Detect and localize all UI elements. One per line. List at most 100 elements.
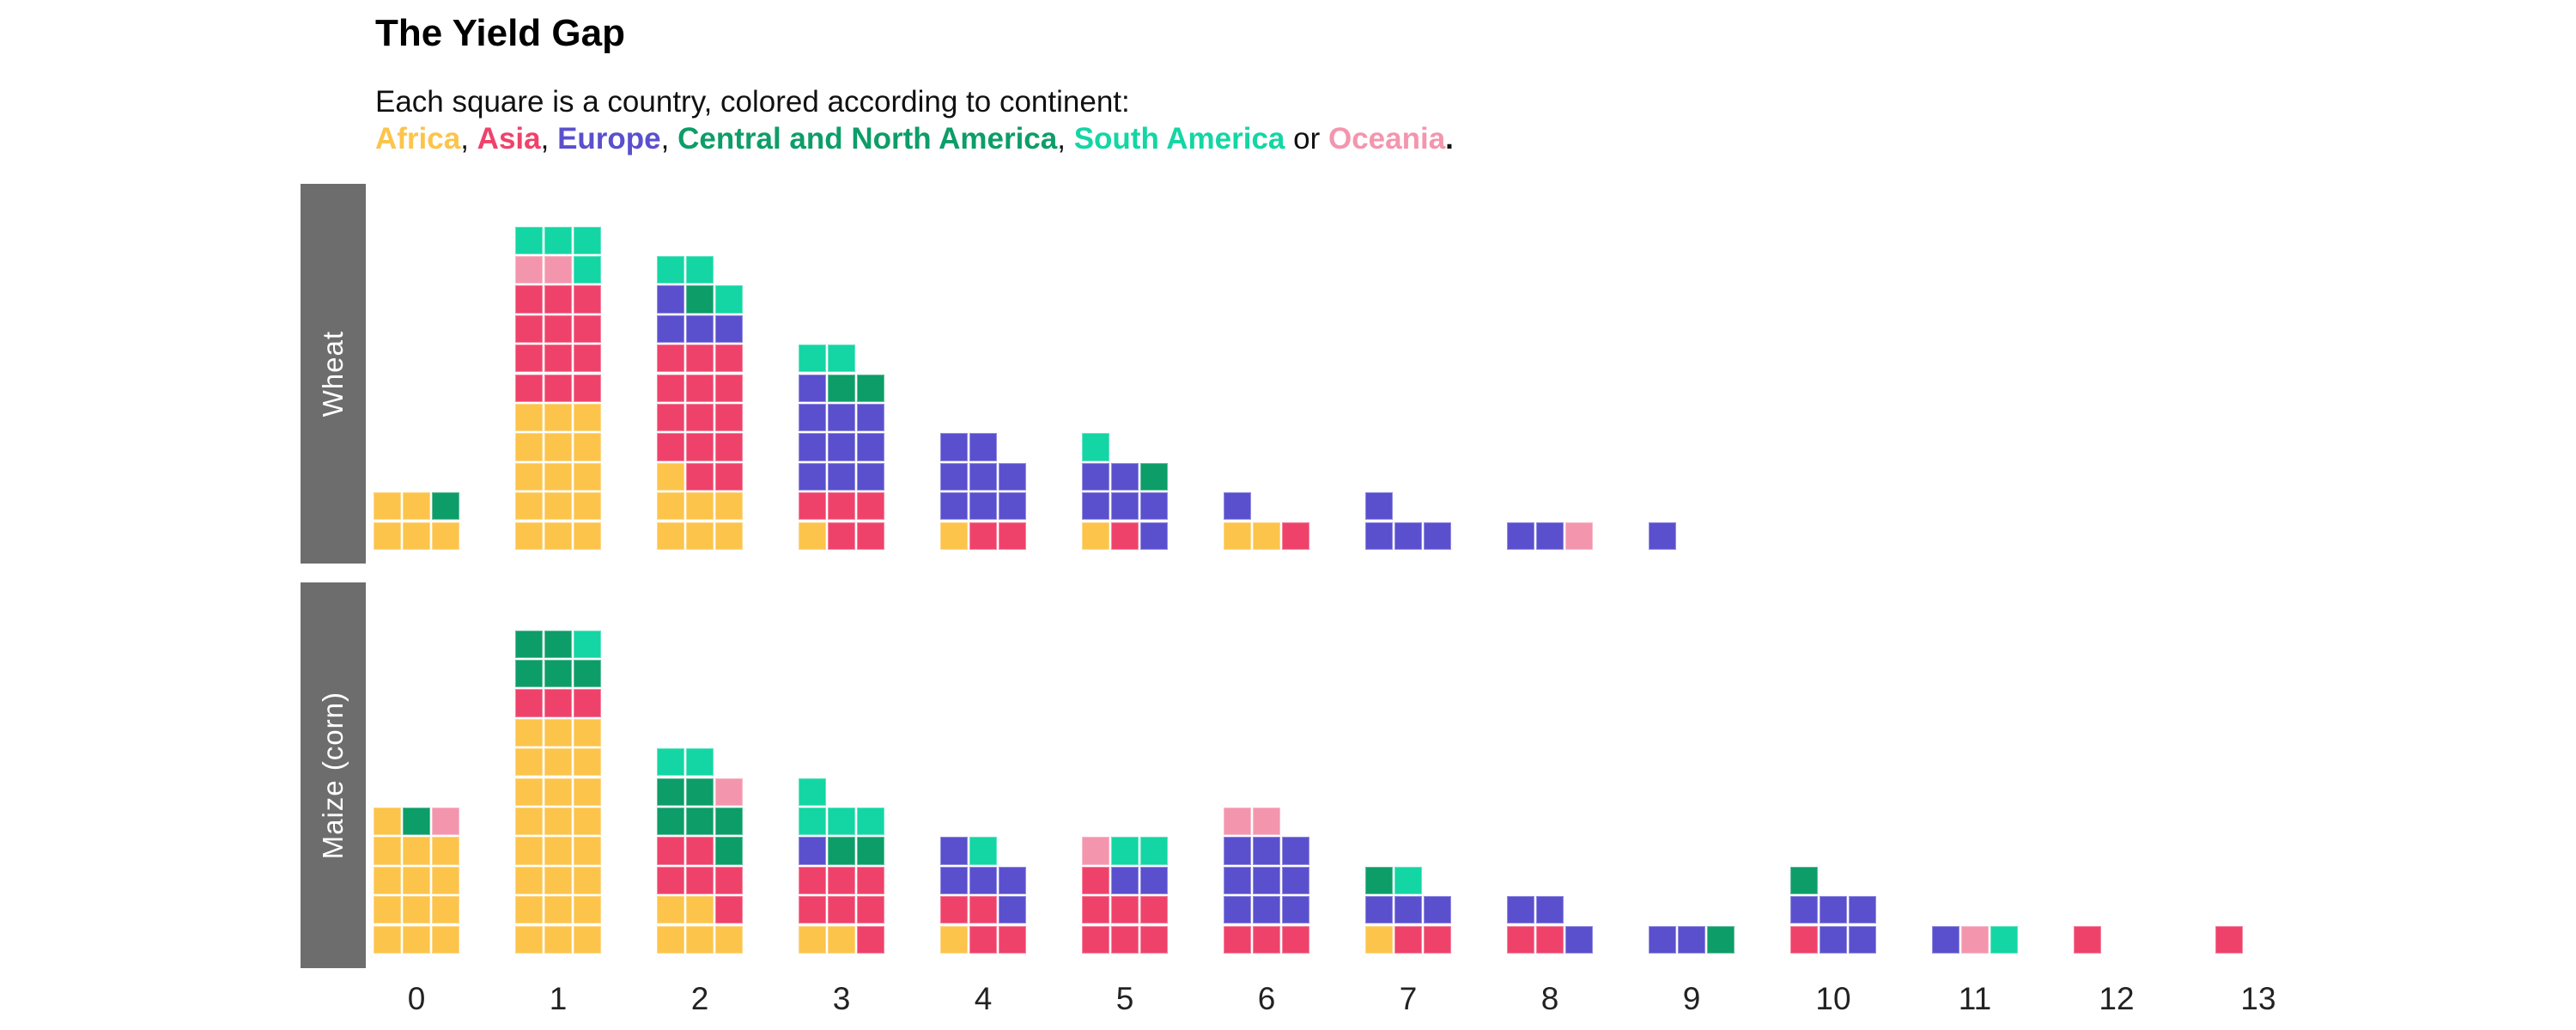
- country-square-maize-corn--x0: [402, 925, 431, 954]
- country-square-wheat-x2: [685, 285, 714, 314]
- country-square-wheat-x2: [656, 256, 684, 284]
- country-square-wheat-x2: [715, 433, 744, 461]
- country-square-maize-corn--x9: [1707, 925, 1735, 954]
- country-square-maize-corn--x2: [685, 925, 714, 954]
- country-square-maize-corn--x3: [798, 896, 826, 924]
- country-square-wheat-x2: [656, 285, 684, 314]
- country-square-maize-corn--x1: [544, 718, 573, 747]
- legend-separator: ,: [1057, 122, 1074, 155]
- country-square-maize-corn--x6: [1282, 837, 1310, 865]
- country-square-wheat-x5: [1081, 492, 1109, 521]
- country-square-maize-corn--x5: [1081, 896, 1109, 924]
- country-square-maize-corn--x10: [1789, 896, 1818, 924]
- country-square-maize-corn--x2: [715, 866, 744, 894]
- country-square-wheat-x5: [1081, 433, 1109, 461]
- legend-item-europe: Europe: [557, 122, 661, 155]
- country-square-maize-corn--x4: [969, 837, 998, 865]
- country-square-maize-corn--x6: [1282, 896, 1310, 924]
- country-square-maize-corn--x1: [574, 748, 602, 777]
- x-axis-tick-6: 6: [1257, 981, 1276, 1016]
- panel-label-wheat: Wheat: [317, 330, 349, 417]
- x-axis-tick-11: 11: [1958, 981, 1992, 1016]
- country-square-maize-corn--x6: [1252, 837, 1281, 865]
- country-square-wheat-x1: [514, 256, 543, 284]
- country-square-wheat-x3: [798, 433, 826, 461]
- country-square-wheat-x8: [1535, 521, 1564, 550]
- country-square-maize-corn--x6: [1223, 896, 1251, 924]
- country-square-maize-corn--x9: [1648, 925, 1676, 954]
- country-square-wheat-x4: [969, 433, 998, 461]
- country-square-wheat-x3: [827, 374, 856, 402]
- country-square-wheat-x0: [373, 521, 401, 550]
- country-square-maize-corn--x1: [544, 777, 573, 806]
- country-square-wheat-x3: [827, 492, 856, 521]
- country-square-maize-corn--x13: [2215, 925, 2243, 954]
- country-square-maize-corn--x1: [544, 808, 573, 836]
- country-square-maize-corn--x0: [432, 866, 460, 894]
- country-square-wheat-x5: [1140, 462, 1169, 491]
- country-square-wheat-x4: [969, 521, 998, 550]
- country-square-maize-corn--x1: [544, 837, 573, 865]
- country-square-maize-corn--x6: [1282, 866, 1310, 894]
- country-square-wheat-x2: [685, 374, 714, 402]
- country-square-wheat-x7: [1364, 521, 1393, 550]
- country-square-wheat-x1: [574, 374, 602, 402]
- country-square-maize-corn--x1: [514, 630, 543, 658]
- country-square-maize-corn--x0: [373, 925, 401, 954]
- country-square-wheat-x2: [715, 285, 744, 314]
- country-square-maize-corn--x1: [514, 660, 543, 688]
- country-square-wheat-x2: [715, 314, 744, 343]
- country-square-maize-corn--x7: [1424, 896, 1452, 924]
- country-square-maize-corn--x7: [1364, 925, 1393, 954]
- country-square-maize-corn--x2: [656, 925, 684, 954]
- country-square-maize-corn--x6: [1223, 925, 1251, 954]
- country-square-wheat-x1: [514, 285, 543, 314]
- x-axis-tick-9: 9: [1682, 981, 1701, 1016]
- country-square-maize-corn--x7: [1394, 866, 1423, 894]
- country-square-maize-corn--x5: [1140, 925, 1169, 954]
- country-square-maize-corn--x3: [798, 866, 826, 894]
- country-square-maize-corn--x6: [1223, 866, 1251, 894]
- country-square-maize-corn--x10: [1849, 925, 1877, 954]
- country-square-maize-corn--x3: [798, 777, 826, 806]
- country-square-maize-corn--x4: [939, 866, 968, 894]
- x-axis-tick-2: 2: [690, 981, 709, 1016]
- x-axis-tick-12: 12: [2099, 981, 2135, 1016]
- country-square-wheat-x2: [685, 462, 714, 491]
- country-square-maize-corn--x6: [1223, 837, 1251, 865]
- country-square-maize-corn--x2: [715, 777, 744, 806]
- x-axis-tick-0: 0: [407, 981, 426, 1016]
- country-square-maize-corn--x1: [544, 866, 573, 894]
- country-square-maize-corn--x6: [1252, 808, 1281, 836]
- country-square-wheat-x3: [827, 404, 856, 432]
- country-square-maize-corn--x1: [574, 689, 602, 717]
- country-square-wheat-x5: [1140, 521, 1169, 550]
- country-square-wheat-x3: [857, 492, 885, 521]
- country-square-maize-corn--x4: [939, 837, 968, 865]
- country-square-wheat-x2: [715, 462, 744, 491]
- country-square-maize-corn--x5: [1110, 896, 1139, 924]
- country-square-maize-corn--x4: [999, 896, 1027, 924]
- country-square-wheat-x3: [798, 344, 826, 373]
- country-square-maize-corn--x2: [656, 748, 684, 777]
- country-square-maize-corn--x1: [544, 896, 573, 924]
- country-square-maize-corn--x12: [2073, 925, 2101, 954]
- country-square-maize-corn--x2: [715, 896, 744, 924]
- country-square-maize-corn--x7: [1424, 925, 1452, 954]
- country-square-maize-corn--x11: [1990, 925, 2019, 954]
- country-square-wheat-x0: [373, 492, 401, 521]
- country-square-maize-corn--x7: [1394, 925, 1423, 954]
- country-square-maize-corn--x1: [514, 896, 543, 924]
- country-square-wheat-x7: [1424, 521, 1452, 550]
- country-square-maize-corn--x3: [827, 925, 856, 954]
- country-square-maize-corn--x7: [1364, 866, 1393, 894]
- country-square-maize-corn--x1: [544, 925, 573, 954]
- country-square-wheat-x2: [656, 404, 684, 432]
- country-square-wheat-x2: [685, 492, 714, 521]
- country-square-wheat-x2: [685, 256, 714, 284]
- country-square-wheat-x3: [827, 433, 856, 461]
- country-square-wheat-x2: [685, 433, 714, 461]
- country-square-maize-corn--x8: [1506, 925, 1534, 954]
- country-square-wheat-x0: [402, 492, 431, 521]
- country-square-wheat-x7: [1394, 521, 1423, 550]
